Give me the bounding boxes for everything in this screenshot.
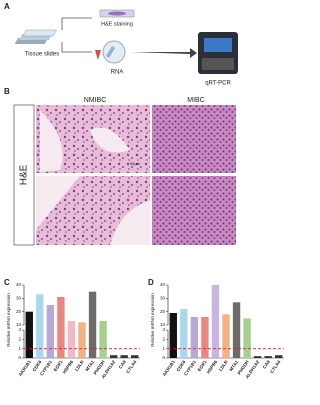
y-tick-label: 20 — [16, 309, 22, 314]
figure: A Tissue slides H&E staining RNA qRT-PCR… — [4, 2, 284, 379]
y-tick-label: 3 — [162, 327, 165, 332]
slides-icon — [14, 29, 58, 44]
y-axis-label: Relative mRNA expression — [6, 293, 11, 347]
x-tick-label: HSPB6 — [206, 359, 219, 375]
bar — [275, 355, 283, 358]
y-tick-label: 40 — [160, 282, 166, 287]
tube-icon — [95, 50, 101, 60]
row-box — [13, 104, 35, 246]
rna-icon — [102, 40, 126, 64]
y-tick-label: 10 — [16, 322, 22, 327]
y-tick-label: 1 — [18, 346, 21, 351]
x-tick-label: AKR1B1 — [162, 359, 177, 377]
panel-label: C — [4, 278, 10, 287]
bar — [57, 297, 65, 358]
slides-text: Tissue slides — [25, 52, 59, 58]
tissue-space — [40, 110, 130, 172]
bar — [243, 318, 251, 358]
y-tick-label: 10 — [160, 322, 166, 327]
x-tick-label: CTLA4 — [125, 359, 138, 374]
x-tick-label: EGR1 — [53, 359, 64, 372]
panel-label: B — [4, 87, 10, 96]
bar — [232, 302, 241, 358]
bar — [88, 291, 97, 358]
y-axis-label: Relative mRNA expression — [150, 293, 155, 347]
column-header: MIBC — [187, 97, 205, 104]
y-tick-label: 40 — [16, 282, 22, 287]
pcr-machine — [198, 32, 238, 74]
arrow — [61, 17, 92, 30]
bar — [78, 322, 86, 358]
x-tick-label: MTA1 — [228, 359, 239, 372]
y-tick-label: 30 — [16, 296, 22, 301]
y-tick-label: 30 — [160, 296, 166, 301]
row-label: H&E — [19, 164, 30, 185]
x-tick-label: HSPB6 — [62, 359, 75, 375]
panel-label: D — [148, 278, 154, 287]
bar — [222, 314, 230, 358]
x-tick-label: LDLR — [74, 359, 85, 372]
bar — [169, 313, 177, 358]
bar — [25, 311, 33, 358]
column-header: NMIBC — [84, 97, 107, 104]
x-tick-label: MTA1 — [84, 359, 95, 372]
bar — [201, 317, 209, 358]
bar — [264, 356, 272, 358]
bar — [253, 356, 262, 358]
y-tick-label: 0 — [162, 355, 165, 360]
x-tick-label: LDLR — [218, 359, 229, 372]
slide-icon — [108, 11, 126, 16]
bar — [190, 317, 199, 358]
y-tick-label: 2 — [162, 337, 165, 342]
bar — [180, 309, 188, 358]
y-tick-label: 0 — [18, 355, 21, 360]
tissue-image — [152, 105, 236, 173]
bar — [120, 355, 128, 358]
rna-text: RNA — [111, 70, 124, 76]
bar — [211, 285, 220, 358]
y-tick-label: 1 — [162, 346, 165, 351]
x-tick-label: AKR1B1 — [18, 359, 33, 377]
stain-text: H&E staining — [101, 21, 133, 27]
tube-icon — [106, 46, 115, 58]
x-tick-label: EGR1 — [197, 359, 208, 372]
scale-bar: 50μm — [130, 161, 141, 166]
bar — [36, 294, 44, 358]
bar — [67, 321, 76, 358]
x-tick-label: CDK6 — [175, 359, 186, 372]
bar — [46, 305, 55, 358]
bar — [99, 321, 107, 358]
x-tick-label: CDK6 — [31, 359, 42, 372]
panel-label: A — [4, 2, 10, 11]
arrow — [130, 48, 197, 58]
y-tick-label: 2 — [18, 337, 21, 342]
y-tick-label: 3 — [18, 327, 21, 332]
tissue-image — [152, 176, 236, 245]
x-tick-label: CTLA4 — [269, 359, 282, 374]
bar — [109, 355, 118, 358]
tissue-space — [36, 176, 150, 245]
x-tick-label: CA9 — [118, 359, 128, 370]
y-tick-label: 20 — [160, 309, 166, 314]
x-tick-label: CA9 — [262, 359, 272, 370]
pcr-text: qRT-PCR — [205, 81, 231, 87]
bar — [131, 355, 139, 358]
arrow — [61, 42, 92, 53]
